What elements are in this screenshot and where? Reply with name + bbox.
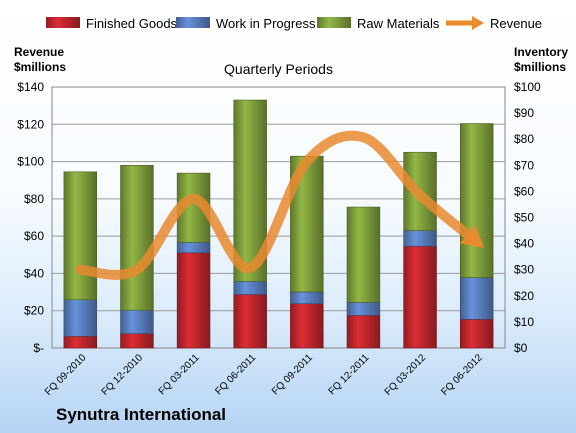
- bar-work-in-progress: [63, 299, 98, 337]
- legend-label-raw-materials: Raw Materials: [357, 16, 440, 31]
- bar-work-in-progress: [459, 277, 494, 320]
- y-tick-right: $30: [514, 263, 534, 277]
- bar-raw-materials: [120, 165, 154, 311]
- x-tick: FQ 06-2011: [213, 352, 258, 397]
- bar-work-in-progress: [290, 291, 324, 304]
- y-axis-right-title-line2: $millions: [514, 60, 566, 74]
- bar-finished-goods: [403, 245, 437, 349]
- x-tick: FQ 03-2011: [157, 352, 202, 397]
- y-tick-left: $20: [24, 304, 44, 318]
- legend-swatch-raw-materials: [317, 17, 351, 28]
- y-tick-right: $90: [514, 106, 534, 120]
- x-tick: FQ 09-2011: [270, 352, 315, 397]
- y-tick-left: $140: [17, 80, 44, 94]
- bar-finished-goods: [459, 318, 494, 349]
- company-name: Synutra International: [56, 405, 227, 424]
- x-tick: FQ 03-2012: [383, 352, 429, 398]
- revenue-arrowhead: [459, 224, 485, 249]
- legend-label-finished-goods: Finished Goods: [86, 16, 178, 31]
- y-tick-right: $100: [514, 80, 541, 94]
- y-axis-left-title-line1: Revenue: [14, 45, 64, 59]
- bar-work-in-progress: [176, 241, 211, 254]
- bar-finished-goods: [120, 333, 154, 349]
- y-tick-right: $20: [514, 289, 534, 303]
- legend-swatch-work-in-progress: [176, 17, 210, 28]
- bar-work-in-progress: [403, 230, 437, 247]
- bar-finished-goods: [233, 294, 267, 349]
- y-axis-left-title-line2: $millions: [14, 60, 66, 74]
- revenue-line: [75, 130, 482, 280]
- y-tick-right: $40: [514, 237, 534, 251]
- legend-swatch-revenue-arrow: [472, 16, 484, 30]
- y-tick-right: $60: [514, 184, 534, 198]
- y-tick-right: $50: [514, 211, 534, 225]
- legend-swatch-finished-goods: [46, 17, 80, 28]
- y-tick-left: $80: [24, 192, 44, 206]
- bar-work-in-progress: [120, 309, 154, 334]
- y-tick-right: $70: [514, 158, 534, 172]
- y-tick-left: $100: [17, 155, 44, 169]
- y-tick-right: $0: [514, 341, 528, 355]
- bar-finished-goods: [290, 303, 324, 349]
- y-tick-right: $10: [514, 315, 534, 329]
- x-tick: FQ 06-2012: [439, 352, 485, 398]
- y-tick-right: $80: [514, 132, 534, 146]
- plot-area: [51, 86, 506, 349]
- bar-finished-goods: [346, 315, 381, 349]
- chart-title: Quarterly Periods: [224, 61, 333, 77]
- y-tick-left: $-: [33, 341, 44, 355]
- bar-raw-materials: [63, 171, 98, 301]
- x-tick: FQ 09-2010: [43, 352, 89, 398]
- legend-label-revenue: Revenue: [490, 16, 542, 31]
- bar-work-in-progress: [346, 302, 381, 316]
- bar-raw-materials: [346, 206, 381, 303]
- y-tick-left: $60: [24, 229, 44, 243]
- x-tick: FQ 12-2011: [327, 352, 372, 397]
- legend-label-work-in-progress: Work in Progress: [216, 16, 316, 31]
- x-tick: FQ 12-2010: [100, 352, 146, 398]
- bar-work-in-progress: [233, 281, 267, 295]
- y-tick-left: $40: [24, 266, 44, 280]
- y-tick-left: $120: [17, 117, 44, 131]
- bar-raw-materials: [459, 123, 494, 278]
- y-axis-right-title-line1: Inventory: [514, 45, 568, 59]
- bar-finished-goods: [63, 335, 98, 349]
- bar-finished-goods: [176, 252, 211, 349]
